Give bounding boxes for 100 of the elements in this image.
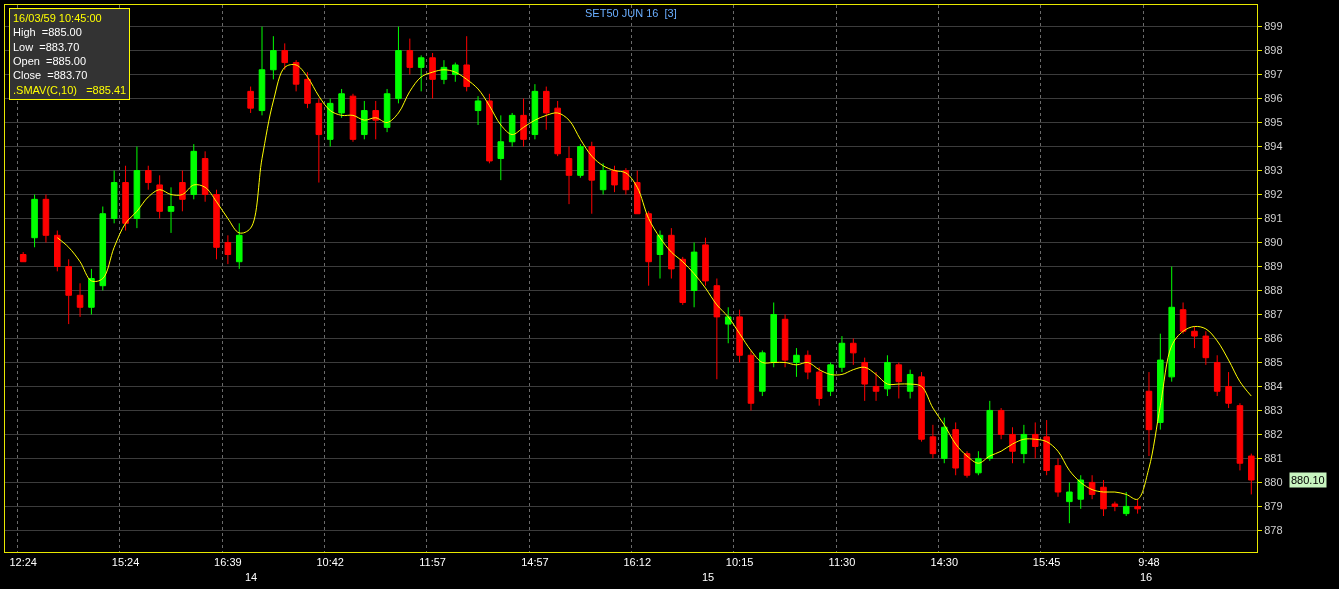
candlestick: [520, 98, 527, 148]
y-tick-label: 899: [1264, 20, 1283, 33]
candlestick: [406, 38, 414, 76]
candlestick: [645, 210, 652, 287]
x-tick-label: 14:30: [930, 556, 959, 569]
candlestick: [941, 417, 948, 464]
candlestick: [31, 194, 38, 248]
candlestick: [827, 361, 834, 397]
candlestick: [622, 167, 630, 196]
annotation: High =885.00: [13, 26, 82, 39]
y-tick-label: 891: [1264, 212, 1283, 225]
candlestick: [815, 366, 823, 407]
candlestick: [122, 165, 129, 232]
y-tick-label: 886: [1264, 332, 1283, 345]
y-tick-label: 897: [1264, 68, 1283, 81]
candlestick: [463, 35, 470, 92]
candlestick: [508, 112, 516, 148]
annotation: Low =883.70: [13, 40, 80, 53]
y-tick-label: 888: [1264, 284, 1283, 297]
candlestick: [213, 189, 220, 260]
candlestick: [88, 268, 95, 315]
y-tick-label: 879: [1264, 500, 1283, 513]
candlestick: [702, 237, 709, 287]
y-tick-label: 896: [1264, 92, 1283, 105]
y-tick-label: 884: [1264, 380, 1283, 393]
x-tick-label: 10:15: [725, 556, 754, 569]
y-tick-label: 893: [1264, 164, 1283, 177]
candlestick: [1134, 498, 1141, 515]
candlestick: [986, 400, 994, 462]
candlestick: [599, 162, 607, 196]
candlestick: [110, 170, 118, 224]
y-tick-label: 885: [1264, 356, 1283, 369]
candlestick: [1088, 474, 1096, 500]
y-tick-label: 890: [1264, 236, 1283, 249]
candlestick: [474, 95, 482, 126]
candlestick: [133, 146, 141, 229]
candlestick: [258, 26, 266, 116]
candlestick: [42, 194, 50, 244]
candlestick: [201, 150, 209, 203]
x-tick-label: 16:12: [623, 556, 652, 569]
y-tick-label: 882: [1264, 428, 1283, 441]
candlestick: [383, 88, 391, 133]
text: 14: [245, 571, 258, 583]
annotation: .SMAV(C,10) =885.41: [13, 83, 127, 96]
candlestick: [1054, 457, 1062, 498]
candlestick: [736, 309, 743, 363]
candlestick: [804, 349, 812, 380]
candlestick: [952, 421, 959, 476]
candlestick: [861, 357, 868, 402]
y-tick-label: 895: [1264, 116, 1283, 129]
candlestick: [19, 251, 27, 263]
candlestick: [349, 93, 357, 143]
candlestick: [144, 165, 152, 191]
candlestick: [1202, 330, 1210, 366]
candlestick: [793, 347, 800, 378]
candlestick: [315, 98, 323, 184]
x-tick-label: 9:48: [1138, 556, 1160, 569]
candlestick: [270, 35, 277, 80]
candlestick: [690, 242, 698, 308]
candlestick: [918, 371, 925, 443]
candlestick: [543, 86, 550, 131]
candlestick: [679, 256, 687, 306]
candlestick: [156, 174, 163, 220]
candlestick: [429, 52, 436, 100]
candlestick: [1066, 481, 1073, 524]
y-tick-label: 878: [1264, 524, 1283, 537]
candlestick: [1122, 491, 1130, 517]
candlestick: [338, 88, 345, 119]
candlestick: [292, 59, 300, 92]
x-tick-label: 11:30: [828, 556, 856, 569]
candlestick: [1191, 325, 1198, 349]
candlestick: [190, 143, 198, 200]
x-tick-label: 15:24: [111, 556, 140, 569]
x-tick-label: 15:45: [1032, 556, 1061, 569]
y-tick-label: 898: [1264, 44, 1283, 57]
candlestick: [1248, 453, 1255, 495]
candlestick: [1145, 371, 1153, 457]
candlestick: [1020, 424, 1028, 464]
candlestick: [1077, 474, 1085, 510]
text: 880.10: [1291, 474, 1325, 486]
x-tick-label: 12:24: [9, 556, 37, 569]
candlestick: [326, 98, 334, 148]
candlestick: [1031, 421, 1039, 459]
candlestick: [770, 301, 777, 368]
candlestick: [1213, 354, 1221, 397]
candlestick: [781, 313, 789, 368]
candlestick: [497, 114, 505, 181]
candlestick: [975, 450, 982, 476]
x-tick-label: 16:39: [214, 556, 242, 569]
candlestick: [724, 306, 732, 344]
y-tick-label: 892: [1264, 188, 1283, 201]
candlestick: [1179, 301, 1187, 335]
candlestick: [167, 186, 175, 234]
candlestick: [224, 234, 232, 265]
y-tick-label: 887: [1264, 308, 1283, 321]
candlestick: [997, 407, 1005, 440]
y-tick-label: 880: [1264, 476, 1283, 489]
candlestick: [895, 361, 903, 399]
candlestick: [54, 230, 61, 272]
candlestick: [486, 93, 493, 164]
